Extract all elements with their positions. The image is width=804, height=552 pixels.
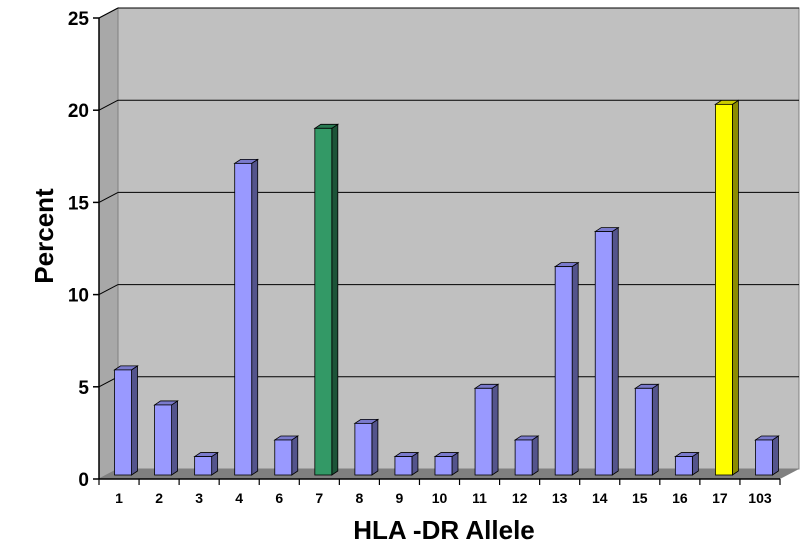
bar-side-face (732, 99, 739, 476)
bar-14 (593, 226, 620, 476)
bars (113, 99, 780, 476)
bar-side-face (491, 383, 499, 476)
bar-11 (473, 383, 500, 476)
bar-2 (153, 400, 179, 476)
bar-front-face (594, 231, 613, 476)
bar-side-face (251, 158, 259, 476)
x-tick-label: 10 (432, 490, 448, 506)
y-tick-labels: 0 5 10 15 20 25 (68, 9, 99, 491)
y-axis-title: Percent (29, 188, 59, 284)
bar-15 (633, 383, 660, 476)
bar-9 (393, 451, 420, 476)
y-tick-label: 0 (78, 470, 89, 491)
x-tick-label: 12 (512, 490, 528, 506)
bar-front-face (394, 456, 413, 476)
y-tick-label: 5 (78, 378, 89, 399)
bar-13 (553, 261, 580, 476)
x-tick-label: 8 (355, 490, 363, 506)
bar-front-face (715, 103, 733, 476)
bar-side-face (171, 400, 178, 476)
gridline-side-20 (98, 99, 119, 111)
bar-16 (674, 451, 700, 476)
bar-side-face (571, 261, 579, 476)
gridline-side-15 (98, 191, 119, 203)
bar-side-face (331, 123, 339, 476)
bar-side-face (371, 418, 379, 476)
bar-front-face (234, 162, 253, 476)
bar-7 (313, 123, 340, 476)
x-tick-label: 16 (672, 490, 688, 506)
bar-8 (353, 418, 380, 476)
bar-10 (433, 451, 460, 476)
bar-front-face (554, 266, 573, 476)
bar-front-face (274, 439, 293, 476)
bar-front-face (114, 369, 132, 476)
bar-side-face (651, 383, 659, 476)
x-tick-label: 103 (748, 490, 772, 506)
bar-103 (754, 435, 780, 476)
x-tick-label: 15 (632, 490, 648, 506)
bar-6 (273, 435, 300, 476)
x-tick-label: 3 (195, 490, 203, 506)
bar-front-face (154, 404, 172, 476)
bar-front-face (194, 456, 213, 476)
x-tick-label: 13 (552, 490, 568, 506)
y-tick-label: 15 (68, 193, 90, 214)
axes (98, 18, 780, 480)
bar-side-face (531, 435, 539, 476)
bar-front-face (474, 387, 493, 476)
x-tick-labels: 1 2 3 4 6 7 8 9 10 11 12 13 14 15 16 17 103 (98, 479, 781, 506)
x-tick-label: 9 (396, 490, 404, 506)
gridlines (98, 7, 799, 388)
bar-front-face (434, 456, 453, 476)
bar-3 (193, 451, 219, 476)
y-tick-label: 25 (68, 9, 90, 30)
x-tick-label: 14 (592, 490, 608, 506)
bar-17 (714, 99, 740, 476)
x-tick-label: 11 (472, 490, 487, 506)
bar-front-face (634, 387, 653, 476)
bar-4 (233, 158, 260, 476)
gridline-side-25 (98, 7, 119, 19)
x-tick-label: 1 (115, 490, 123, 506)
x-axis-title: HLA -DR Allele (353, 515, 535, 545)
bar-front-face (755, 439, 773, 476)
bar-side-face (291, 435, 299, 476)
gridline-side-10 (98, 284, 119, 296)
x-tick-label: 17 (712, 490, 728, 506)
bar-front-face (674, 456, 693, 476)
bar-1 (113, 365, 139, 476)
bar-side-face (131, 365, 138, 476)
x-tick-label: 4 (235, 490, 243, 506)
bar-side-face (772, 435, 779, 476)
y-tick-label: 10 (68, 286, 89, 307)
y-tick-label: 20 (68, 101, 89, 122)
bar-front-face (314, 127, 333, 476)
bar-12 (513, 435, 540, 476)
bar-front-face (354, 422, 373, 476)
bar-side-face (611, 226, 619, 476)
plot-back-wall (117, 7, 800, 470)
x-tick-label: 2 (155, 490, 163, 506)
x-tick-label: 6 (275, 490, 283, 506)
x-tick-label: 7 (315, 490, 323, 506)
bar-front-face (514, 439, 533, 476)
